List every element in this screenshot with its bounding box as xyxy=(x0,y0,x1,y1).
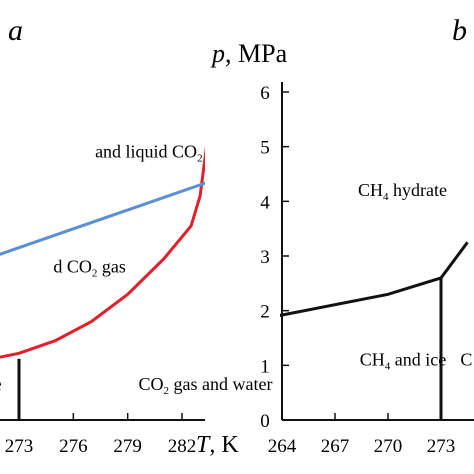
panel-b-x-tick-label: 270 xyxy=(374,436,403,457)
panel-a-region-label-3: CO2 gas and water xyxy=(139,374,273,397)
panel-a-letter: a xyxy=(8,14,23,47)
panel-b-x-tick-label: 267 xyxy=(321,436,350,457)
panel-a-x-tick-label: 282 xyxy=(168,436,197,457)
panel-a-region-label-1: d CO2 gas xyxy=(53,256,126,279)
panel-a-region-label-0: and liquid CO2 xyxy=(95,142,203,165)
panel-a-region-label-2: e xyxy=(0,374,2,394)
panel-b-letter: b xyxy=(452,14,467,47)
panel-b-y-axis-label: p, MPa xyxy=(210,39,288,68)
panel-b-y-tick-label: 4 xyxy=(260,192,270,213)
panel-b-y-tick-label: 2 xyxy=(260,302,270,323)
panel-a-x-tick-label: 279 xyxy=(113,436,142,457)
panel-a-series-0 xyxy=(0,146,205,359)
panel-b-x-tick-label: 273 xyxy=(427,436,456,457)
panel-a-x-axis-label: T, K xyxy=(196,432,239,458)
panel-b-region-label-0: CH4 hydrate xyxy=(358,180,447,203)
panel-b-y-tick-label: 6 xyxy=(260,83,270,104)
panel-b-y-tick-label: 5 xyxy=(260,138,270,159)
panel-b-x-tick-label: 264 xyxy=(268,436,297,457)
panel-b-y-tick-label: 0 xyxy=(260,411,270,432)
panel-b-region-label-2: C xyxy=(460,349,472,369)
panel-a-x-tick-label: 273 xyxy=(5,436,34,457)
panel-a-series-1 xyxy=(0,181,205,256)
panel-b-y-tick-label: 3 xyxy=(260,247,270,268)
panel-b-region-label-1: CH4 and ice xyxy=(360,349,446,372)
panel-a-x-tick-label: 276 xyxy=(59,436,88,457)
panel-b: 0 1 2 3 4 5 6 264 267 270 273 p, MPa CH4 hydrate CH4 … xyxy=(210,39,474,457)
panel-b-y-tick-label: 1 xyxy=(260,356,270,377)
panel-b-series-0 xyxy=(280,241,469,317)
